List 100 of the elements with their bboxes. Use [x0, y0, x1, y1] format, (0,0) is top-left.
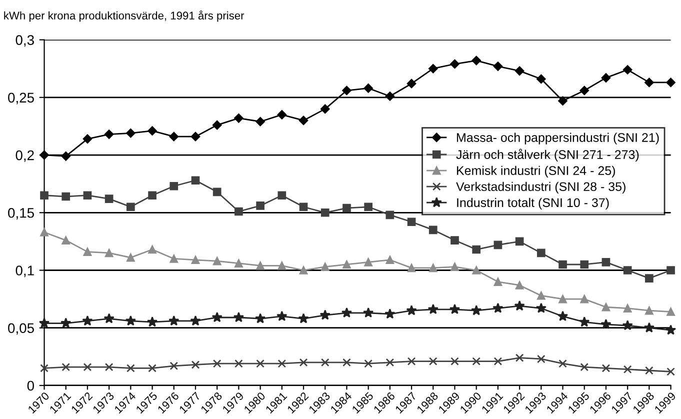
point [82, 315, 93, 326]
point [449, 304, 460, 314]
point [407, 264, 416, 272]
point [364, 202, 372, 212]
point [406, 305, 417, 316]
point [364, 258, 372, 266]
point [623, 266, 632, 274]
point [428, 357, 438, 366]
point [364, 84, 373, 93]
point [212, 120, 222, 130]
point [298, 116, 308, 126]
point [666, 78, 676, 88]
point [363, 307, 374, 318]
point [40, 150, 49, 160]
point [82, 134, 92, 144]
point [665, 324, 676, 335]
point [622, 320, 633, 330]
point [256, 116, 265, 126]
point [40, 228, 48, 236]
point [83, 191, 92, 200]
point [190, 132, 200, 142]
point [580, 362, 589, 372]
point [342, 260, 351, 269]
point [125, 315, 136, 326]
y-tick-label: 0,1 [16, 266, 34, 278]
point [601, 73, 611, 82]
point [536, 291, 546, 300]
point [623, 365, 632, 374]
point [514, 66, 524, 76]
point [645, 306, 654, 315]
point [104, 313, 114, 324]
point [299, 202, 308, 212]
point [60, 318, 72, 328]
point [233, 312, 244, 322]
y-tick-label: 0,3 [16, 35, 34, 47]
point [126, 128, 136, 138]
point [254, 313, 266, 324]
y-axis-title: kWh per krona produktionsvärde, 1991 års priser [4, 10, 244, 22]
y-tick-label: 0,2 [16, 150, 34, 162]
y-tick-label: 0 [27, 380, 34, 391]
point [558, 294, 567, 304]
point [62, 236, 70, 244]
point [234, 359, 243, 368]
point [536, 248, 546, 258]
point [126, 364, 135, 372]
point [83, 248, 92, 256]
point [320, 104, 330, 114]
point [514, 300, 525, 311]
point [602, 258, 610, 266]
point [148, 126, 157, 136]
y-tick-label: 0,05 [8, 323, 34, 335]
point [622, 65, 632, 74]
point [148, 191, 156, 200]
point [212, 256, 222, 266]
point [472, 245, 481, 254]
point [104, 248, 114, 258]
point [580, 86, 589, 96]
point [515, 281, 524, 290]
point [342, 86, 352, 96]
point [40, 191, 48, 200]
point [104, 362, 114, 372]
point [386, 256, 394, 264]
point [276, 310, 288, 321]
legend-label: Järn och stålverk (SNI 271 - 273) [456, 148, 639, 162]
point [341, 307, 352, 318]
point [472, 56, 481, 66]
point [170, 362, 178, 370]
point [146, 316, 158, 327]
point [472, 357, 481, 366]
point [666, 266, 675, 274]
point [494, 357, 502, 366]
point [494, 278, 502, 286]
legend-label: Massa- och pappersindustri (SNI 21) [457, 132, 659, 144]
point [407, 218, 416, 226]
legend-label: Verkstadsindustri (SNI 28 - 35) [456, 182, 626, 194]
point [342, 204, 351, 212]
point [644, 322, 654, 332]
point [234, 259, 243, 268]
point [493, 62, 503, 71]
legend-label: Industrin totalt (SNI 10 - 37) [457, 198, 609, 210]
point [148, 245, 156, 254]
point [602, 364, 610, 372]
point [406, 78, 416, 88]
point [600, 318, 612, 330]
point [190, 315, 201, 326]
point [472, 266, 481, 274]
point [277, 110, 287, 120]
point [494, 240, 502, 250]
point [644, 78, 654, 88]
point [364, 359, 372, 368]
point [666, 308, 675, 316]
point [256, 261, 264, 270]
point [428, 226, 438, 234]
point [212, 359, 222, 368]
point [515, 354, 524, 362]
point [428, 304, 438, 314]
point [579, 316, 590, 327]
point [40, 364, 48, 372]
point [38, 318, 50, 328]
point [298, 313, 309, 324]
